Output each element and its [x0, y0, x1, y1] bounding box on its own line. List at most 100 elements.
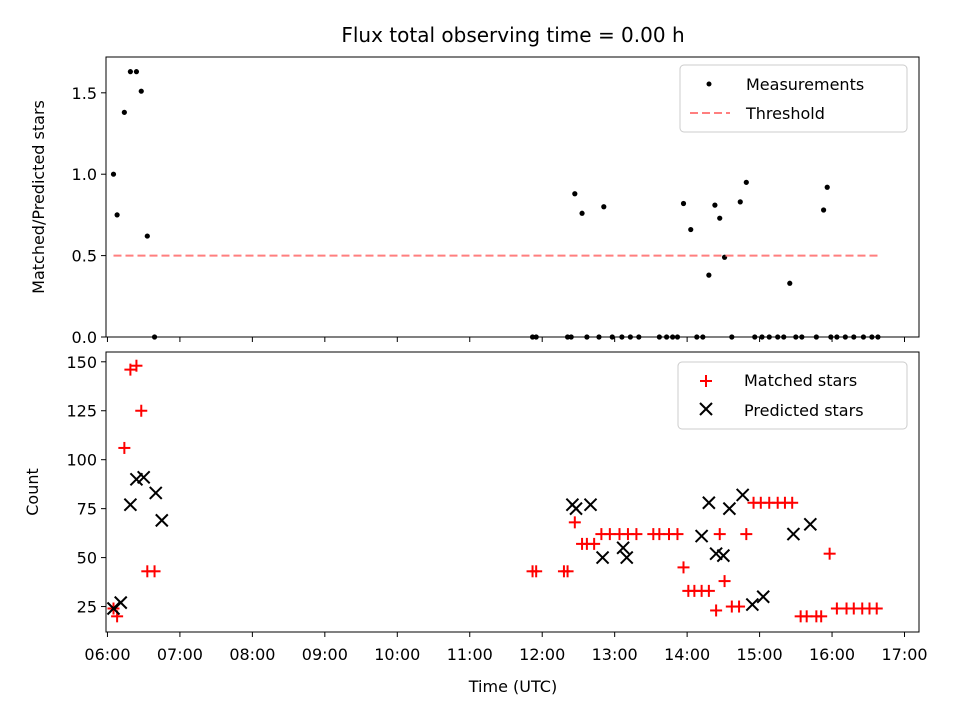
- predicted-point: [620, 550, 634, 565]
- figure-title: Flux total observing time = 0.00 h: [341, 23, 684, 47]
- measurement-point: [663, 334, 670, 340]
- bottom-legend: Matched stars Predicted stars: [677, 361, 908, 430]
- bottom-y-tick-label: 25: [77, 598, 97, 617]
- measurement-point: [529, 334, 536, 340]
- measurement-point: [766, 334, 772, 340]
- measurement-point: [752, 334, 758, 340]
- x-tick-label: 06:00: [84, 645, 130, 664]
- measurement-point: [609, 334, 615, 340]
- legend-predicted-label: Predicted stars: [744, 401, 864, 420]
- top-legend-box: [679, 64, 908, 133]
- predicted-point: [149, 486, 163, 500]
- measurement-point: [813, 334, 819, 340]
- measurement-point: [579, 210, 585, 216]
- legend-threshold-label: Threshold: [745, 104, 825, 123]
- predicted-point: [114, 595, 128, 610]
- measurement-point: [759, 334, 765, 340]
- measurement-point: [688, 226, 694, 233]
- matched-point: [588, 537, 601, 550]
- bottom-legend-box: [677, 361, 908, 430]
- x-tick-label: 17:00: [881, 645, 927, 664]
- x-tick-label: 08:00: [229, 645, 275, 664]
- x-tick-label: 11:00: [447, 645, 493, 664]
- predicted-point: [583, 498, 598, 512]
- measurement-point: [737, 199, 743, 205]
- bottom-y-tick-label: 100: [66, 451, 97, 470]
- measurement-point: [834, 334, 840, 340]
- measurement-point: [151, 334, 158, 340]
- matched-point: [702, 584, 715, 597]
- measurement-point: [851, 334, 857, 340]
- x-tick-label: 15:00: [737, 645, 783, 664]
- measurement-point: [133, 69, 140, 75]
- measurement-point: [706, 272, 712, 278]
- matched-point: [718, 575, 731, 588]
- bottom-y-axis-label: Count: [23, 468, 42, 516]
- measurement-point: [860, 334, 867, 340]
- measurement-point: [712, 202, 718, 208]
- predicted-point: [616, 541, 630, 555]
- matched-point: [561, 565, 574, 578]
- measurement-point: [619, 334, 625, 340]
- measurement-point: [596, 334, 602, 340]
- top-legend: Measurements Threshold: [679, 64, 908, 133]
- measurement-point: [533, 334, 539, 340]
- measurement-point: [717, 215, 723, 221]
- x-tick-label: 07:00: [157, 645, 203, 664]
- measurement-point: [144, 233, 150, 239]
- measurement-point: [138, 88, 144, 94]
- predicted-point: [722, 501, 737, 516]
- x-tick-label: 13:00: [592, 645, 638, 664]
- measurement-point: [820, 207, 827, 213]
- bottom-axes-frame: [105, 351, 920, 633]
- matched-point: [815, 610, 828, 623]
- measurement-point: [799, 334, 805, 340]
- measurement-point: [700, 334, 706, 340]
- bottom-y-tick-label: 75: [77, 500, 97, 519]
- measurement-point: [781, 334, 787, 340]
- matched-point: [710, 604, 723, 617]
- matched-point: [630, 528, 643, 541]
- top-y-tick-label: 1.5: [72, 84, 97, 103]
- predicted-point: [786, 527, 801, 541]
- top-y-axis-label: Matched/Predicted stars: [29, 100, 48, 294]
- predicted-point: [803, 517, 818, 532]
- measurement-point: [869, 334, 875, 340]
- legend-matched-marker: [700, 375, 712, 387]
- predicted-point: [123, 498, 138, 512]
- matched-point: [870, 602, 883, 615]
- matched-point: [733, 600, 746, 613]
- matched-point: [135, 404, 148, 417]
- matched-point: [713, 528, 726, 541]
- measurement-point: [793, 334, 799, 340]
- measurement-point: [775, 334, 781, 340]
- predicted-point: [702, 496, 716, 510]
- measurement-point: [121, 109, 127, 115]
- measurement-point: [627, 334, 633, 340]
- measurement-point: [680, 200, 687, 207]
- measurement-point: [568, 334, 574, 340]
- measurement-point: [656, 334, 662, 340]
- matched-point: [130, 359, 143, 372]
- predicted-point: [595, 550, 610, 565]
- legend-predicted-marker: [699, 402, 713, 416]
- matched-point: [530, 565, 543, 578]
- x-tick-label: 09:00: [302, 645, 348, 664]
- predicted-point: [745, 597, 760, 612]
- measurement-point: [636, 334, 642, 340]
- x-tick-label: 10:00: [374, 645, 420, 664]
- x-tick-label: 12:00: [519, 645, 565, 664]
- matched-point: [671, 528, 684, 541]
- legend-matched-label: Matched stars: [744, 371, 857, 390]
- top-axes-frame: [105, 56, 920, 338]
- measurement-point: [670, 334, 676, 340]
- matched-point: [568, 516, 581, 529]
- top-y-tick-label: 1.0: [72, 165, 97, 184]
- measurement-point: [110, 171, 117, 177]
- measurement-point: [572, 191, 578, 197]
- measurement-point: [564, 334, 571, 340]
- measurement-point: [601, 204, 607, 210]
- predicted-point: [716, 548, 731, 563]
- x-axis-label: Time (UTC): [468, 677, 557, 696]
